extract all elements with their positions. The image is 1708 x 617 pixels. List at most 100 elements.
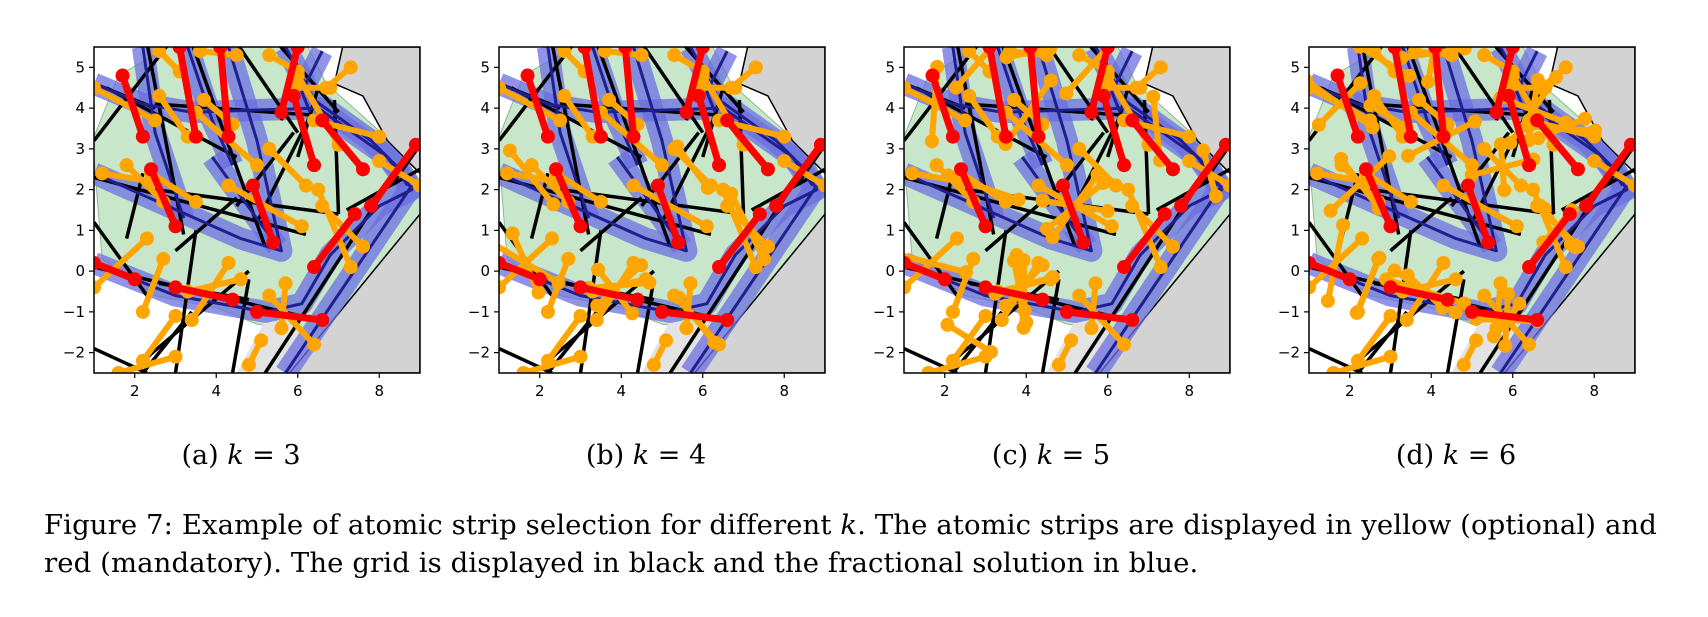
mandatory-strip (499, 259, 544, 283)
optional-strip-end (962, 88, 977, 103)
optional-strip (123, 162, 167, 205)
mandatory-strip (1533, 116, 1582, 173)
mandatory-strip-end (168, 219, 183, 234)
optional-strip (1353, 254, 1383, 316)
optional-strip-end (1383, 349, 1398, 364)
optional-strip (1076, 292, 1128, 348)
mandatory-strip (119, 72, 147, 141)
mandatory-strip-end (954, 162, 969, 177)
mandatory-strip-end (1330, 68, 1345, 83)
optional-strip-end (1457, 47, 1472, 56)
optional-strip-end (1493, 276, 1508, 291)
optional-strip-end (372, 154, 387, 169)
mandatory-strip-end (172, 47, 187, 54)
optional-strip (966, 92, 1001, 140)
optional-strip-end (1509, 219, 1524, 234)
optional-strip-end (591, 262, 606, 277)
mandatory-strip-end (720, 113, 735, 128)
x-tick-label: 4 (211, 382, 221, 400)
optional-strip-end (188, 194, 203, 209)
optional-strip-end (1043, 73, 1058, 88)
y-tick-label: 2 (480, 181, 490, 199)
optional-strip-end (1196, 143, 1211, 158)
mandatory-strip-end (1023, 47, 1038, 54)
optional-strip-end (1436, 255, 1451, 270)
optional-strip-end (1402, 68, 1417, 83)
optional-strip-end (1365, 120, 1380, 135)
optional-strip-end (573, 308, 588, 323)
optional-strip-end (1336, 218, 1351, 233)
y-tick-label: −2 (468, 344, 490, 362)
optional-strip-end (1401, 148, 1416, 163)
mandatory-strip-end (813, 137, 825, 152)
optional-strip-end (1448, 272, 1463, 287)
optional-strip-end (1104, 219, 1119, 234)
mandatory-strip-end (679, 105, 694, 120)
mandatory-strip-end (925, 68, 940, 83)
y-tick-label: 0 (75, 262, 85, 280)
mandatory-strip (772, 141, 825, 210)
optional-strip (594, 262, 645, 309)
optional-strip-end (413, 178, 420, 193)
optional-strip-end (1548, 70, 1563, 85)
subcaption-b-eq: = 4 (649, 440, 707, 471)
y-tick-label: 4 (1290, 99, 1300, 117)
optional-strip-end (1558, 60, 1573, 75)
subcaption-a: (a) k = 3 (91, 440, 391, 471)
optional-strip-end (250, 158, 264, 173)
mandatory-strip-end (1383, 219, 1398, 234)
optional-strip-end (540, 304, 555, 319)
optional-strip-end (1035, 193, 1050, 208)
optional-strip-end (777, 129, 792, 144)
y-tick-label: 4 (75, 99, 85, 117)
optional-strip-end (1467, 114, 1482, 129)
mandatory-strip-end (221, 129, 236, 144)
mandatory-strip-end (998, 129, 1013, 144)
x-tick-label: 2 (1345, 382, 1355, 400)
optional-strip-end (1522, 337, 1537, 352)
optional-strip-end (1088, 276, 1103, 291)
mandatory-strip-end (1117, 158, 1132, 173)
optional-strip-end (553, 113, 568, 128)
x-tick-label: 6 (698, 382, 708, 400)
y-tick-label: 5 (480, 58, 490, 76)
y-tick-label: 0 (885, 262, 895, 280)
mandatory-strip-end (540, 129, 555, 144)
mandatory-strip (1120, 210, 1169, 271)
grid-edge (635, 278, 656, 373)
mandatory-strip-end (286, 88, 301, 103)
mandatory-strip-end (695, 47, 710, 54)
fractional-solution-line (94, 47, 283, 253)
optional-strip-end (1477, 48, 1492, 63)
optional-strip (674, 143, 711, 191)
optional-strip-end (699, 219, 714, 234)
mandatory-strip-end (1218, 137, 1230, 152)
optional-strip-end (748, 60, 763, 75)
fractional-solution-line (705, 50, 729, 113)
mandatory-strip-end (712, 158, 727, 173)
mandatory-strip-end (1465, 304, 1479, 319)
optional-strip-end (531, 285, 546, 300)
optional-strip-end (1353, 76, 1368, 91)
mandatory-strip-end (1428, 47, 1443, 54)
optional-strip (499, 84, 564, 124)
optional-strip-end (94, 80, 101, 95)
optional-strip-end (998, 298, 1013, 313)
mandatory-strip-end (1505, 47, 1520, 54)
mandatory-strip-end (760, 162, 775, 177)
optional-strip-end (962, 47, 977, 59)
mandatory-strip-end (1522, 158, 1537, 173)
mandatory-strip-end (1125, 313, 1140, 328)
optional-strip-end (1477, 141, 1492, 156)
mandatory-strip-end (752, 207, 767, 222)
optional-strip-end (929, 158, 944, 173)
mandatory-strip (715, 210, 764, 271)
mandatory-strip-end (655, 304, 669, 319)
optional-strip-end (1017, 303, 1032, 318)
optional-strip-end (1477, 288, 1492, 303)
mandatory-strip-end (1100, 47, 1115, 54)
mandatory-strip-end (115, 68, 130, 83)
optional-strip-end (1153, 60, 1168, 75)
mandatory-strip-end (499, 255, 506, 270)
mandatory-strip-end (1084, 105, 1099, 120)
